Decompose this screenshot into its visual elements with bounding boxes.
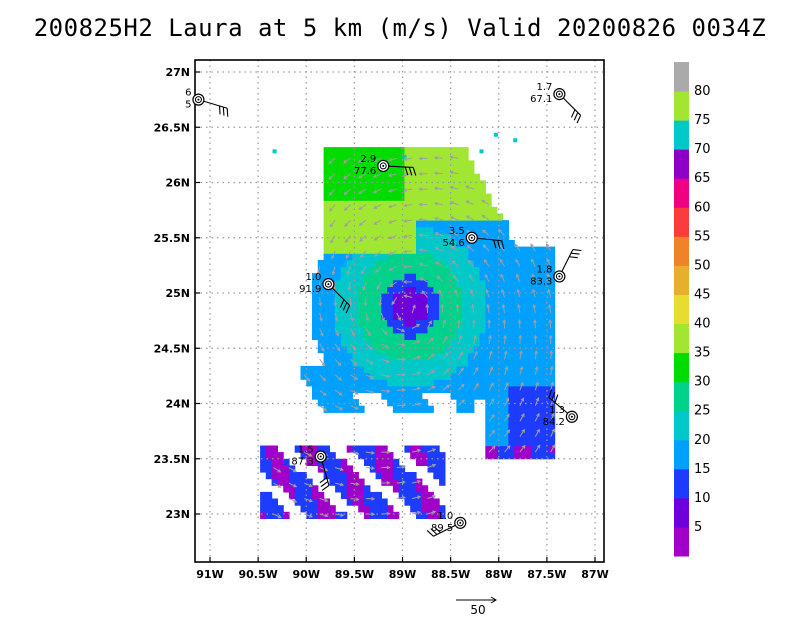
plot-frame — [194, 59, 605, 563]
dropsonde: 1.587.3 — [291, 445, 330, 491]
colorbar-label: 5 — [694, 520, 702, 535]
colorbar-label: 45 — [694, 287, 711, 302]
dropsonde-bottom-value: 91.9 — [299, 284, 321, 295]
y-tick-label: 23N — [165, 508, 190, 521]
dropsonde-top-value: 1.0 — [305, 272, 321, 283]
y-tick-label: 26N — [165, 177, 190, 190]
colorbar-swatch — [674, 120, 689, 150]
dropsonde-top-value: 1.7 — [536, 82, 552, 93]
colorbar-swatch — [674, 468, 689, 499]
colorbar-swatch — [674, 265, 689, 295]
colorbar-label: 65 — [694, 171, 711, 186]
x-tick-label: 88W — [485, 568, 512, 581]
reference-vector: 50 — [456, 596, 497, 617]
dropsonde-top-value: 1.0 — [437, 511, 453, 522]
colorbar-swatch — [674, 323, 689, 354]
dropsonde-top-value: 1.8 — [536, 264, 552, 275]
dropsonde: 1.089.5 — [426, 511, 467, 537]
dropsonde-bottom-value: 5 — [185, 100, 191, 111]
y-tick-label: 25N — [165, 287, 190, 300]
y-tick-label: 26.5N — [154, 121, 190, 134]
colorbar-label: 55 — [694, 229, 711, 244]
x-tick-label: 91W — [196, 568, 223, 581]
colorbar-label: 60 — [694, 200, 711, 215]
colorbar-label: 80 — [694, 84, 711, 99]
colorbar-label: 40 — [694, 317, 711, 332]
chart-title: 200825H2 Laura at 5 km (m/s) Valid 20200… — [33, 14, 767, 42]
dropsonde-bottom-value: 83.3 — [530, 276, 552, 287]
y-tick-label: 25.5N — [154, 232, 190, 245]
y-tick-label: 27N — [165, 66, 190, 79]
colorbar-swatch — [674, 149, 689, 179]
x-tick-label: 90.5W — [238, 568, 277, 581]
dropsonde-bottom-value: 67.1 — [530, 94, 552, 105]
colorbar-swatch — [674, 352, 689, 383]
wind-vectors — [273, 155, 556, 519]
dropsonde-bottom-value: 77.6 — [354, 166, 376, 177]
colorbar-label: 10 — [694, 491, 711, 506]
dropsonde-top-value: 1.5 — [298, 445, 314, 456]
colorbar-swatch — [674, 62, 689, 92]
x-tick-label: 88.5W — [431, 568, 470, 581]
colorbar-label: 70 — [694, 142, 711, 157]
colorbar-label: 50 — [694, 258, 711, 273]
colorbar-swatch — [674, 381, 689, 412]
dropsonde-top-value: 2.9 — [360, 154, 376, 165]
x-tick-label: 87W — [581, 568, 608, 581]
reference-vector-label: 50 — [470, 603, 485, 617]
colorbar-label: 75 — [694, 113, 711, 128]
dropsonde-markers: 651.767.12.977.63.554.61.091.91.883.31.3… — [185, 82, 582, 537]
x-tick-label: 87.5W — [527, 568, 566, 581]
colorbar-swatch — [674, 439, 689, 470]
dropsonde-bottom-value: 54.6 — [443, 238, 465, 249]
dropsonde-top-value: 1.3 — [549, 405, 565, 416]
y-tick-label: 24.5N — [154, 342, 190, 355]
dropsonde: 3.554.6 — [443, 226, 505, 250]
dropsonde-top-value: 6 — [185, 88, 191, 99]
grid-lines — [195, 60, 604, 562]
colorbar-swatch — [674, 294, 689, 325]
x-tick-label: 89W — [389, 568, 416, 581]
colorbar-swatch — [674, 526, 689, 557]
dropsonde: 1.883.3 — [530, 249, 582, 287]
colorbar-label: 30 — [694, 375, 711, 390]
colorbar-label: 35 — [694, 346, 711, 361]
colorbar-label: 20 — [694, 433, 711, 448]
dropsonde-top-value: 3.5 — [449, 226, 465, 237]
colorbar-label: 15 — [694, 462, 711, 477]
colorbar-swatch — [674, 207, 689, 237]
dropsonde-bottom-value: 89.5 — [431, 523, 453, 534]
colorbar-label: 25 — [694, 404, 711, 419]
dropsonde: 1.091.9 — [299, 272, 351, 314]
dropsonde: 1.384.2 — [543, 389, 579, 428]
dropsonde-bottom-value: 87.3 — [291, 457, 313, 468]
colorbar-swatch — [674, 410, 689, 441]
colorbar: 5 10 15 20 25 30 35 40 45 50 55 60 65 70 75 80 — [674, 62, 711, 557]
x-tick-label: 90W — [293, 568, 320, 581]
colorbar-swatch — [674, 497, 689, 528]
dropsonde: 2.977.6 — [354, 154, 417, 177]
dropsonde: 65 — [185, 88, 229, 117]
dropsonde: 1.767.1 — [530, 82, 582, 124]
y-tick-label: 23.5N — [154, 453, 190, 466]
colorbar-swatch — [674, 91, 689, 121]
dropsonde-bottom-value: 84.2 — [543, 417, 565, 428]
colorbar-swatch — [674, 236, 689, 266]
colorbar-swatch — [674, 178, 689, 208]
x-tick-label: 89.5W — [335, 568, 374, 581]
y-tick-label: 24N — [165, 398, 190, 411]
